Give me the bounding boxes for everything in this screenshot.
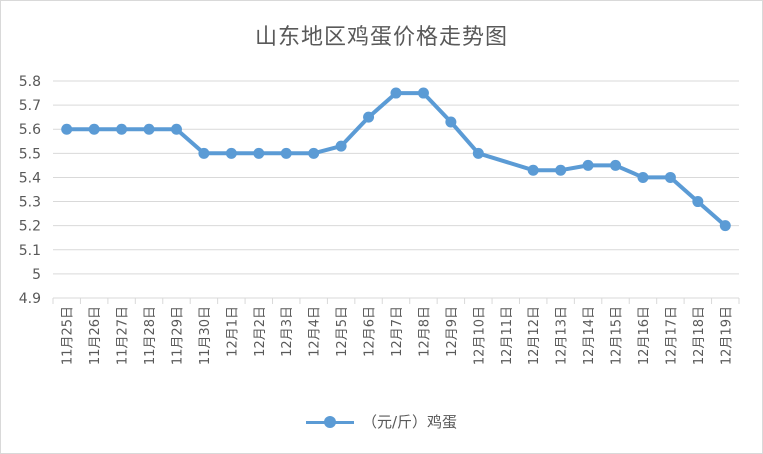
y-tick-label: 5.8	[19, 74, 41, 90]
data-point	[61, 123, 73, 135]
data-point	[143, 123, 155, 135]
x-tick-label: 12月18日	[692, 306, 707, 365]
data-point	[198, 147, 210, 159]
data-point	[445, 116, 457, 128]
x-tick-label: 11月29日	[170, 306, 185, 365]
y-tick-label: 5.3	[19, 195, 41, 211]
y-tick-label: 5.4	[19, 170, 41, 186]
x-tick-label: 12月7日	[390, 306, 405, 357]
data-point	[719, 220, 731, 232]
data-point	[88, 123, 100, 135]
data-point	[472, 147, 484, 159]
y-tick-label: 5.6	[19, 122, 41, 138]
data-point	[637, 171, 649, 183]
x-tick-label: 12月13日	[555, 306, 570, 365]
x-tick-label: 12月19日	[719, 306, 734, 365]
data-point	[253, 147, 265, 159]
y-tick-label: 5.7	[19, 98, 41, 114]
data-point	[170, 123, 182, 135]
x-tick-label: 12月16日	[637, 306, 652, 365]
x-tick-label: 12月17日	[664, 306, 679, 365]
data-point	[335, 140, 347, 152]
data-point	[308, 147, 320, 159]
x-tick-label: 11月28日	[143, 306, 158, 365]
legend-marker-icon	[305, 414, 354, 430]
x-tick-label: 12月14日	[582, 306, 597, 365]
y-tick-label: 4.9	[19, 291, 41, 307]
x-tick-label: 12月15日	[610, 306, 625, 365]
data-point	[390, 87, 402, 99]
data-point	[280, 147, 292, 159]
x-tick-label: 12月3日	[280, 306, 295, 357]
x-tick-label: 11月27日	[116, 306, 131, 365]
data-point	[664, 171, 676, 183]
x-tick-label: 12月2日	[253, 306, 268, 357]
x-tick-label: 12月6日	[363, 306, 378, 357]
x-tick-label: 11月26日	[88, 306, 103, 365]
x-tick-label: 12月1日	[225, 306, 240, 357]
x-tick-label: 11月25日	[61, 306, 76, 365]
data-point	[527, 164, 539, 176]
x-tick-label: 12月11日	[500, 306, 515, 365]
data-point	[225, 147, 237, 159]
y-tick-label: 5	[32, 267, 41, 283]
x-tick-label: 12月4日	[308, 306, 323, 357]
data-point	[116, 123, 128, 135]
x-tick-label: 12月10日	[472, 306, 487, 365]
data-point	[610, 159, 622, 171]
x-tick-label: 11月30日	[198, 306, 213, 365]
x-tick-label: 12月12日	[527, 306, 542, 365]
y-tick-label: 5.1	[19, 243, 41, 259]
series-line	[66, 91, 727, 228]
legend-label: （元/斤）鸡蛋	[361, 413, 458, 431]
data-point	[417, 87, 429, 99]
x-tick-label: 12月8日	[417, 306, 432, 357]
data-point	[582, 159, 594, 171]
x-tick-label: 12月5日	[335, 306, 350, 357]
legend: （元/斤）鸡蛋	[1, 411, 762, 432]
data-point	[555, 164, 567, 176]
data-point	[692, 196, 704, 208]
data-point	[363, 111, 375, 123]
chart-title: 山东地区鸡蛋价格走势图	[254, 25, 508, 50]
y-tick-label: 5.2	[19, 219, 41, 235]
y-tick-label: 5.5	[19, 146, 41, 162]
x-tick-label: 12月9日	[445, 306, 460, 357]
